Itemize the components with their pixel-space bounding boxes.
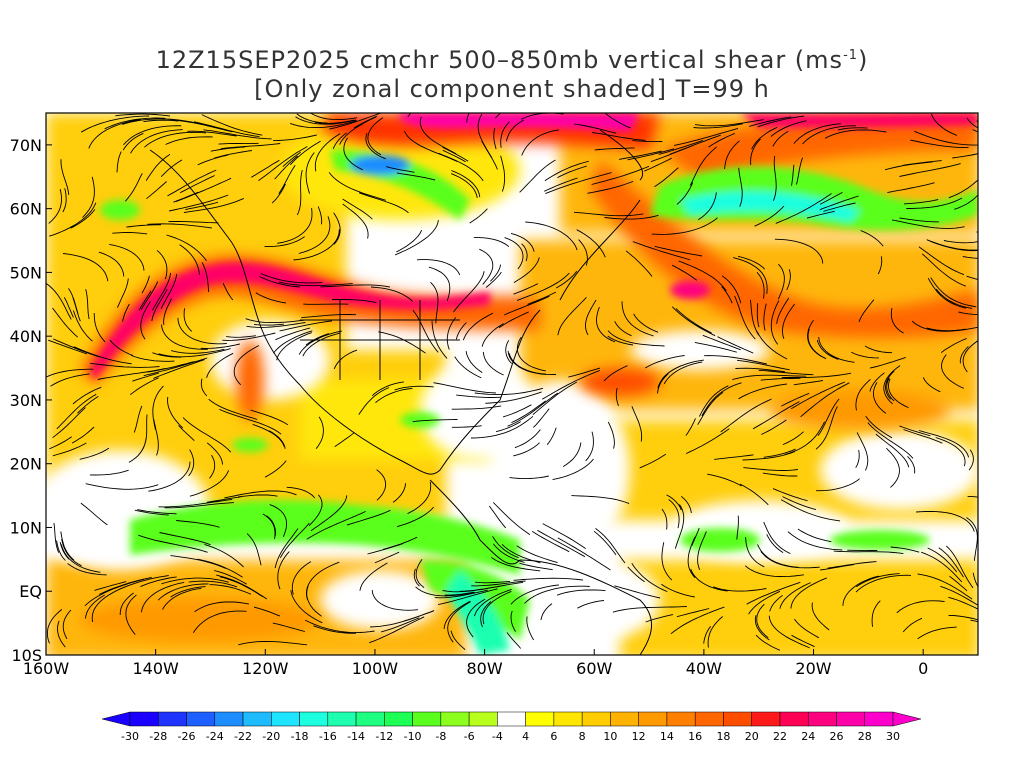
colorbar-swatch <box>553 711 583 727</box>
colorbar-label: -24 <box>206 730 224 743</box>
colorbar-min-arrow <box>101 711 131 727</box>
colorbar-swatch <box>779 711 809 727</box>
colorbar-swatch <box>751 711 781 727</box>
shaded-field <box>46 113 978 655</box>
colorbar-label: -18 <box>291 730 309 743</box>
colorbar-label: 28 <box>858 730 872 743</box>
colorbar-label: 26 <box>829 730 843 743</box>
colorbar-swatch <box>158 711 187 727</box>
colorbar-label: 20 <box>745 730 759 743</box>
lat-tick-label: EQ <box>19 582 42 601</box>
colorbar-label: 24 <box>801 730 815 743</box>
lon-tick-label: 0 <box>918 659 928 678</box>
streamline-paths <box>46 113 978 651</box>
lon-tick-label: 80W <box>466 659 502 678</box>
lon-tick-label: 140W <box>132 659 179 678</box>
colorbar-label: -20 <box>262 730 280 743</box>
lat-tick-label: 40N <box>10 327 42 346</box>
colorbar-swatch <box>497 711 526 727</box>
colorbar-max-arrow <box>892 711 922 727</box>
map-frame <box>45 112 979 656</box>
lat-tick-label: 60N <box>10 200 42 219</box>
colorbar-label: 6 <box>550 730 557 743</box>
colorbar-label: 22 <box>773 730 787 743</box>
colorbar-label: -14 <box>347 730 365 743</box>
lon-tick-label: 160W <box>23 659 70 678</box>
coastlines <box>149 129 653 655</box>
colorbar-label: 14 <box>660 730 674 743</box>
colorbar-swatch <box>723 711 752 727</box>
colorbar-swatch <box>242 711 272 727</box>
colorbar-swatch <box>440 711 470 727</box>
colorbar-swatch <box>129 711 159 727</box>
colorbar-label: 30 <box>886 730 900 743</box>
colorbar-swatch <box>299 711 329 727</box>
colorbar-swatch <box>214 711 244 727</box>
colorbar-swatch <box>468 711 498 727</box>
lat-tick-label: 50N <box>10 263 42 282</box>
colorbar-swatch <box>666 711 696 727</box>
lon-tick-label: 20W <box>795 659 831 678</box>
colorbar-swatch <box>525 711 555 727</box>
colorbar-swatch <box>864 711 894 727</box>
colorbar-label: -28 <box>149 730 167 743</box>
colorbar-swatch <box>581 711 611 727</box>
lon-tick-label: 120W <box>242 659 289 678</box>
longitude-axis: 160W 140W 120W 100W 80W 60W 40W 20W 0 <box>23 649 928 678</box>
colorbar-swatch <box>271 711 300 727</box>
colorbar-swatch <box>186 711 216 727</box>
lon-tick-label: 60W <box>576 659 612 678</box>
colorbar-swatch <box>638 711 668 727</box>
colorbar-label: 18 <box>716 730 730 743</box>
lat-tick-label: 20N <box>10 455 42 474</box>
colorbar-label: -8 <box>435 730 446 743</box>
colorbar-label: -30 <box>121 730 139 743</box>
lon-tick-label: 40W <box>686 659 722 678</box>
colorbar-label: -6 <box>464 730 475 743</box>
lat-tick-label: 10S <box>11 646 42 665</box>
colorbar-swatch <box>807 711 837 727</box>
chart-title-line1: 12Z15SEP2025 cmchr 500–850mb vertical sh… <box>155 46 869 74</box>
colorbar-label: 8 <box>579 730 586 743</box>
streamlines <box>46 113 978 651</box>
lat-tick-label: 30N <box>10 391 42 410</box>
chart-title-line2: [Only zonal component shaded] T=99 h <box>254 75 770 103</box>
latitude-axis: 70N 60N 50N 40N 30N 20N 10N EQ 10S <box>10 136 52 665</box>
lat-tick-label: 10N <box>10 518 42 537</box>
colorbar-swatch <box>694 711 724 727</box>
lon-tick-label: 100W <box>352 659 399 678</box>
colorbar-swatch <box>327 711 357 727</box>
colorbar-label: -16 <box>319 730 337 743</box>
colorbar-label: -26 <box>178 730 196 743</box>
colorbar-label: -22 <box>234 730 252 743</box>
colorbar-swatch <box>412 711 442 727</box>
colorbar-label: 16 <box>688 730 702 743</box>
colorbar-swatch <box>610 711 639 727</box>
colorbar-swatch <box>384 711 413 727</box>
colorbar: -30 -28 -26 -24 -22 -20 -18 -16 -14 -12 -10 -8 -6 -4 4… <box>101 711 922 743</box>
colorbar-label: 4 <box>522 730 529 743</box>
colorbar-label: -4 <box>492 730 503 743</box>
lat-tick-label: 70N <box>10 136 42 155</box>
colorbar-swatch <box>836 711 865 727</box>
colorbar-swatch <box>355 711 385 727</box>
colorbar-label: 12 <box>632 730 646 743</box>
colorbar-label: -10 <box>404 730 422 743</box>
colorbar-label: 10 <box>603 730 617 743</box>
colorbar-label: -12 <box>375 730 393 743</box>
